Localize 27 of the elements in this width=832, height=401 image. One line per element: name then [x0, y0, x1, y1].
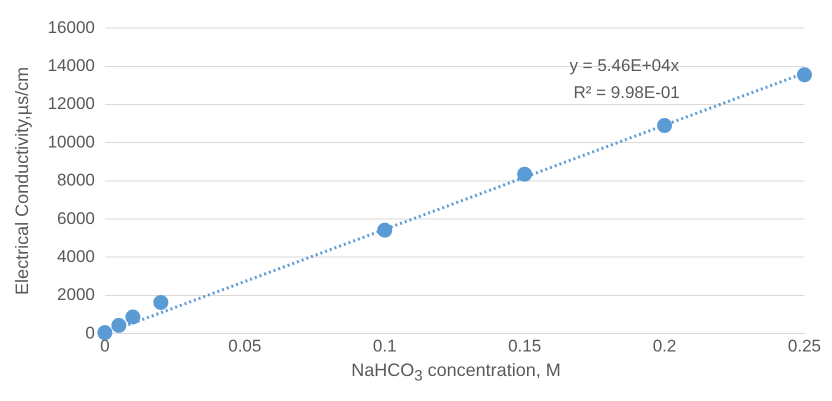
y-tick-label: 2000	[57, 285, 95, 304]
x-tick-label: 0.05	[228, 336, 262, 356]
y-tick-label: 10000	[48, 132, 95, 152]
point	[657, 118, 672, 134]
x-tick-label: 0.25	[788, 336, 822, 356]
y-tick-label: 16000	[48, 18, 95, 37]
point	[796, 67, 812, 82]
y-tick-label: 6000	[57, 208, 95, 228]
y-axis-title: Electrical Conductivity,µs/cm	[12, 66, 32, 295]
point	[153, 294, 168, 310]
point	[377, 222, 392, 238]
x-tick-label: 0.1	[372, 336, 397, 356]
y-tick-label: 12000	[48, 94, 95, 114]
point	[517, 166, 532, 182]
point	[97, 325, 112, 340]
x-axis-title: NaHCO$_{3}$ concentration, M	[350, 360, 562, 385]
y-tick-label: 0	[85, 323, 95, 342]
x-tick-label: 0	[100, 336, 110, 356]
point	[125, 309, 140, 324]
y-tick-label: 8000	[57, 170, 95, 190]
annotation: R² = 9.98E-01	[573, 82, 680, 102]
point	[111, 318, 126, 333]
x-tick-label: 0.2	[652, 336, 676, 356]
annotation: y = 5.46E+04x	[569, 56, 680, 75]
x-tick-label: 0.15	[508, 336, 542, 356]
y-tick-label: 14000	[48, 56, 95, 76]
y-tick-label: 4000	[57, 246, 95, 266]
